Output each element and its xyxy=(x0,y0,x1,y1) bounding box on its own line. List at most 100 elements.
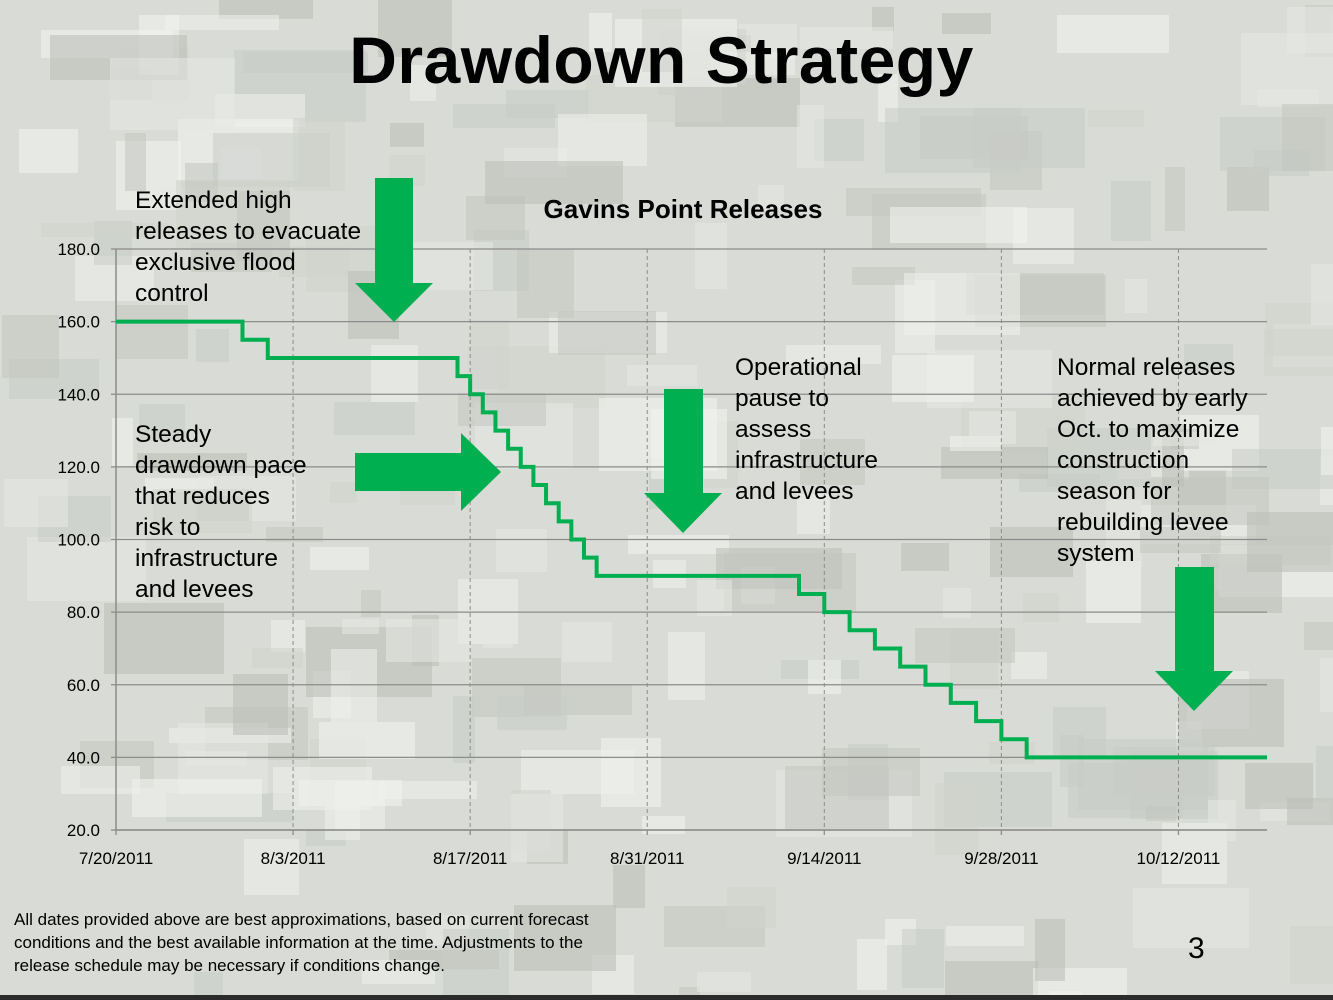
camo-patch xyxy=(4,479,68,527)
camo-patch xyxy=(1321,427,1333,475)
camo-patch xyxy=(117,305,188,359)
camo-patch xyxy=(1245,763,1313,809)
camo-patch xyxy=(935,783,979,855)
camo-patch xyxy=(112,418,133,466)
release-series-line xyxy=(116,319,1267,760)
camo-patch xyxy=(1184,344,1233,372)
camo-patch xyxy=(724,553,856,611)
camo-patch xyxy=(371,345,418,402)
camo-patch xyxy=(61,766,140,794)
camo-patch xyxy=(857,939,887,990)
camo-patch xyxy=(104,603,224,674)
arrow-down-icon xyxy=(355,178,433,322)
camo-patch xyxy=(293,118,345,191)
camo-patch xyxy=(279,246,349,277)
camo-patch xyxy=(153,489,252,533)
x-tick-label: 9/28/2011 xyxy=(964,849,1038,868)
camo-patch xyxy=(271,620,305,652)
camo-patch xyxy=(697,580,732,616)
camo-patch xyxy=(219,0,313,19)
chart-title: Gavins Point Releases xyxy=(544,194,823,224)
note-normal-releases: Normal releases achieved by early Oct. t… xyxy=(1057,352,1248,569)
camo-patch xyxy=(941,447,1048,479)
y-tick-label: 40.0 xyxy=(67,748,100,767)
note-line: Extended high xyxy=(135,187,292,214)
y-tick-label: 160.0 xyxy=(57,313,100,332)
camo-patch xyxy=(562,622,612,662)
camo-patch xyxy=(483,614,513,648)
note-line: and levees xyxy=(135,576,254,603)
footnote-line: All dates provided above are best approx… xyxy=(14,910,589,929)
camo-patch xyxy=(1290,926,1333,984)
camo-patch xyxy=(379,781,477,799)
camo-patch xyxy=(697,972,751,992)
camo-patch xyxy=(411,242,493,290)
camo-patch xyxy=(1208,800,1236,841)
page-title: Drawdown Strategy xyxy=(349,23,974,97)
x-tick-label: 9/14/2011 xyxy=(787,849,861,868)
note-extended-high-releases: Extended high releases to evacuate exclu… xyxy=(135,185,361,309)
camo-patch xyxy=(902,929,944,988)
note-line: pause to xyxy=(735,385,829,412)
bottom-divider xyxy=(0,995,1333,1000)
x-tick-label: 8/3/2011 xyxy=(261,849,326,868)
note-line: Operational xyxy=(735,354,862,381)
camo-patch xyxy=(1264,329,1333,376)
camo-patch xyxy=(390,123,424,147)
camo-patch xyxy=(797,105,824,168)
camo-patch xyxy=(727,887,776,928)
note-line: releases to evacuate xyxy=(135,218,362,245)
camo-patch xyxy=(885,108,1021,173)
camo-patch xyxy=(186,751,247,766)
arrow-down-icon xyxy=(644,389,722,533)
y-tick-label: 60.0 xyxy=(67,676,100,695)
camo-patch xyxy=(668,632,705,700)
camo-patch xyxy=(443,929,509,999)
camo-patch xyxy=(342,619,379,634)
camo-patch xyxy=(613,865,645,908)
camo-patch xyxy=(589,13,612,52)
camo-patch xyxy=(243,52,368,73)
y-tick-label: 120.0 xyxy=(57,458,100,477)
camo-patch xyxy=(319,722,415,759)
camo-patch xyxy=(485,161,623,204)
camo-patch xyxy=(132,779,262,817)
camo-patch xyxy=(915,628,1015,663)
camo-patch xyxy=(400,488,455,505)
camo-patch xyxy=(517,249,574,318)
camo-patch xyxy=(1311,264,1333,325)
camo-patch xyxy=(1057,15,1169,53)
camo-patch xyxy=(822,748,920,796)
note-line: risk to xyxy=(135,514,201,541)
note-steady-drawdown: Steady drawdown pace that reduces risk t… xyxy=(135,419,307,605)
y-tick-label: 20.0 xyxy=(67,821,100,840)
note-line: Steady xyxy=(135,421,212,448)
note-line: infrastructure xyxy=(735,447,878,474)
y-tick-label: 180.0 xyxy=(57,240,100,259)
note-line: season for xyxy=(1057,478,1172,505)
camo-patch xyxy=(1316,746,1333,801)
camo-patch xyxy=(946,926,1024,946)
note-line: drawdown pace xyxy=(135,452,307,479)
note-line: system xyxy=(1057,540,1135,567)
note-line: Oct. to maximize xyxy=(1057,416,1240,443)
camo-patch xyxy=(334,402,415,435)
camo-patch xyxy=(27,537,146,601)
camo-patch xyxy=(1088,110,1144,127)
note-line: achieved by early xyxy=(1057,385,1248,412)
x-tick-label: 8/17/2011 xyxy=(433,849,507,868)
camo-patch xyxy=(627,365,697,386)
camo-patch xyxy=(800,27,893,49)
y-tick-label: 80.0 xyxy=(67,603,100,622)
camo-patch xyxy=(386,619,471,662)
camo-patch xyxy=(41,223,170,237)
note-line: rebuilding levee xyxy=(1057,509,1229,536)
camo-patch xyxy=(942,13,991,34)
camo-patch xyxy=(1153,432,1219,446)
camo-patch xyxy=(497,696,567,730)
footnote-line: conditions and the best available inform… xyxy=(14,933,583,952)
camo-patch xyxy=(1247,512,1333,572)
note-line: construction xyxy=(1057,447,1190,474)
camo-patch xyxy=(1035,919,1065,981)
camo-patch xyxy=(1023,593,1059,622)
